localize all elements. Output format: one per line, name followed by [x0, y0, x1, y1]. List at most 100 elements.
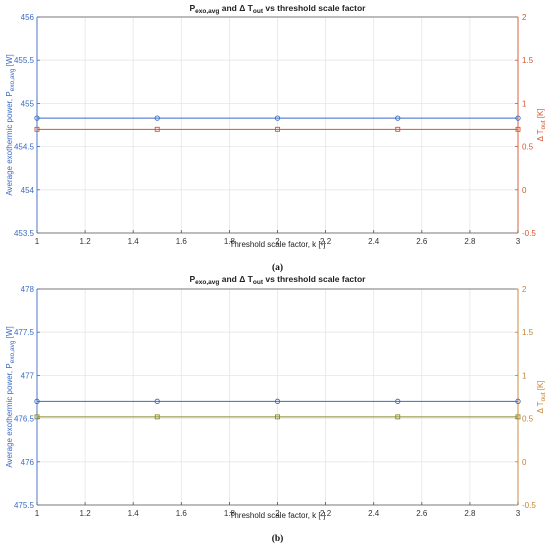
chart-title-part: P: [189, 3, 195, 13]
x-tick-label: 3: [516, 509, 521, 518]
y-axis-label-right-part: out: [540, 392, 547, 401]
y-tick-label-right: 0.5: [522, 143, 534, 152]
y-axis-label-right-part: Δ T: [536, 401, 545, 413]
data-point-delta-t: [395, 126, 401, 132]
data-point-power: [395, 398, 401, 404]
y-tick-label-right: 1.5: [522, 56, 534, 65]
data-point-power: [154, 398, 160, 404]
data-point-power: [515, 398, 521, 404]
data-point-delta-t: [275, 414, 280, 420]
x-axis-label: Threshold scale factor, k [-]: [229, 240, 325, 249]
chart-title-part: exo,avg: [195, 279, 219, 286]
chart-title-part: vs threshold scale factor: [263, 3, 366, 13]
y-tick-label-left: 476.5: [14, 415, 35, 424]
x-tick-label: 1.4: [128, 237, 140, 246]
y-axis-label-right-part: out: [540, 120, 547, 129]
data-point-power: [274, 115, 281, 121]
data-point-delta-t: [395, 414, 401, 420]
y-tick-label-left: 477: [21, 371, 35, 380]
chart-title: Pexo,avg and Δ Tout vs threshold scale f…: [189, 274, 366, 286]
y-axis-label-right: Δ Tout [K]: [536, 108, 547, 141]
y-tick-label-left: 455: [21, 99, 35, 108]
y-axis-label-left-part: Average exothermic power, P: [5, 91, 14, 195]
chart-title: Pexo,avg and Δ Tout vs threshold scale f…: [189, 3, 366, 15]
y-tick-label-right: 2: [522, 285, 527, 294]
data-point-delta-t: [515, 126, 521, 132]
y-axis-label-left-part: exo,avg: [9, 340, 16, 363]
chart-title-part: out: [253, 279, 264, 286]
x-tick-label: 1.2: [80, 509, 92, 518]
x-tick-label: 1: [35, 237, 40, 246]
x-axis-label: Threshold scale factor, k [-]: [229, 511, 325, 520]
chart-title-part: out: [253, 8, 264, 15]
y-tick-label-right: 0.5: [522, 415, 534, 424]
y-tick-label-left: 454.5: [14, 143, 35, 152]
chart-title-part: vs threshold scale factor: [263, 274, 366, 284]
x-tick-label: 1: [35, 509, 40, 518]
chart-title-part: P: [189, 274, 195, 284]
x-tick-label: 1.6: [176, 509, 188, 518]
y-axis-label-right: Δ Tout [K]: [536, 380, 547, 413]
data-point-delta-t: [154, 414, 160, 420]
data-point-power: [34, 115, 40, 121]
x-tick-label: 1.2: [80, 237, 92, 246]
data-point-power: [34, 398, 40, 404]
y-tick-label-left: 453.5: [14, 229, 35, 238]
chart-panel-a: 1 1.2 1.4 1.6 1.8 2 2.2 2.4 2.6 2.8 3 453.5 454 454.5…: [5, 3, 547, 273]
y-tick-label-right: 1.5: [522, 328, 534, 337]
y-axis-label-right-part: [K]: [536, 380, 545, 392]
x-tick-label: 2.8: [464, 509, 476, 518]
data-point-delta-t: [34, 126, 40, 132]
x-tick-label: 2.2: [320, 237, 332, 246]
y-tick-label-left: 478: [21, 285, 35, 294]
y-tick-label-right: -0.5: [522, 229, 536, 238]
x-tick-label: 2.4: [368, 237, 380, 246]
panel-label: (a): [272, 262, 283, 273]
y-tick-label-right: -0.5: [522, 501, 536, 510]
y-tick-label-right: 0: [522, 458, 527, 467]
y-axis-label-left: Average exothermic power, Pexo,avg [W]: [5, 326, 16, 467]
y-axis-label-right-part: [K]: [536, 108, 545, 120]
x-tick-label: 2: [275, 237, 280, 246]
x-tick-label: 2.8: [464, 237, 476, 246]
x-tick-label: 1.6: [176, 237, 188, 246]
y-axis-label-left-part: Average exothermic power, P: [5, 363, 14, 467]
y-tick-label-left: 454: [21, 186, 35, 195]
y-axis-label-left-part: [W]: [5, 326, 14, 340]
y-axis-label-left-part: exo,avg: [9, 68, 16, 91]
y-tick-label-right: 2: [522, 13, 527, 22]
y-tick-label-left: 476: [21, 458, 35, 467]
x-tick-label: 2.4: [368, 509, 380, 518]
panel-label: (b): [272, 533, 284, 544]
y-tick-label-left: 455.5: [14, 56, 35, 65]
chart-title-part: exo,avg: [195, 8, 219, 15]
y-tick-label-right: 0: [522, 186, 527, 195]
y-axis-label-left-part: [W]: [5, 54, 14, 68]
x-tick-label: 3: [516, 237, 521, 246]
y-tick-label-left: 475.5: [14, 501, 35, 510]
y-tick-label-left: 456: [21, 13, 35, 22]
x-tick-label: 2.6: [416, 237, 428, 246]
data-point-delta-t: [34, 414, 40, 420]
x-tick-label: 1.4: [128, 509, 140, 518]
x-tick-label: 2.2: [320, 509, 332, 518]
data-point-delta-t: [154, 126, 160, 132]
data-point-power: [274, 398, 281, 404]
data-point-power: [395, 115, 401, 121]
x-tick-label: 2: [275, 509, 280, 518]
chart-title-part: and Δ T: [219, 3, 253, 13]
chart-panel-b: 1 1.2 1.4 1.6 1.8 2 2.2 2.4 2.6 2.8 3 475.5 476 476.5…: [5, 274, 547, 544]
data-point-power: [154, 115, 160, 121]
y-tick-label-right: 1: [522, 99, 527, 108]
data-point-delta-t: [275, 126, 280, 132]
data-point-delta-t: [515, 414, 521, 420]
y-tick-label-right: 1: [522, 371, 527, 380]
y-axis-label-left: Average exothermic power, Pexo,avg [W]: [5, 54, 16, 195]
x-tick-label: 1.8: [224, 237, 236, 246]
x-tick-label: 2.6: [416, 509, 428, 518]
data-point-power: [515, 115, 521, 121]
chart-title-part: and Δ T: [219, 274, 253, 284]
y-axis-label-right-part: Δ T: [536, 129, 545, 141]
